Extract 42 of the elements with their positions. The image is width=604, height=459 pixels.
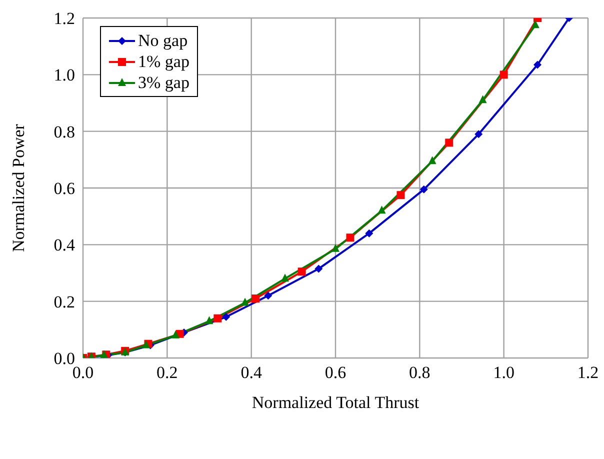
x-tick-label: 0.2 — [156, 363, 178, 382]
point — [378, 206, 386, 214]
point — [500, 70, 508, 79]
point — [222, 312, 230, 321]
point — [172, 330, 180, 338]
x-tick-label: 1.0 — [493, 363, 514, 382]
point — [365, 229, 374, 238]
point — [478, 95, 487, 104]
point — [474, 130, 483, 138]
y-tick-label: 0.6 — [54, 179, 75, 198]
point — [264, 292, 272, 300]
x-tick-label: 0.4 — [240, 363, 262, 382]
legend-label: 3% gap — [138, 72, 190, 93]
y-axis-title: Normalized Power — [9, 124, 28, 252]
legend-label: 1% gap — [138, 51, 190, 72]
point — [298, 268, 306, 276]
y-tick-label: 1.2 — [54, 9, 75, 28]
point — [534, 60, 542, 69]
point — [420, 185, 428, 194]
point — [332, 244, 340, 252]
x-tick-label: 0.6 — [324, 363, 346, 382]
y-tick-label: 0.0 — [54, 349, 75, 368]
point — [241, 298, 250, 306]
point — [314, 264, 323, 273]
point — [252, 294, 260, 302]
point — [214, 314, 222, 322]
point — [428, 156, 436, 164]
point — [281, 274, 289, 282]
point — [205, 316, 214, 324]
y-tick-label: 0.8 — [54, 122, 75, 142]
x-tick-label: 1.2 — [577, 363, 599, 382]
point — [531, 20, 540, 28]
x-axis-title: Normalized Total Thrust — [252, 393, 420, 412]
point — [396, 191, 405, 200]
x-tick-label: 0.8 — [409, 363, 430, 382]
point — [346, 234, 354, 242]
y-tick-label: 0.4 — [54, 236, 76, 255]
point — [445, 138, 454, 147]
legend-label: No gap — [138, 30, 188, 51]
y-tick-label: 1.0 — [54, 66, 75, 85]
y-tick-label: 0.2 — [54, 292, 75, 312]
x-tick-label: 0.0 — [72, 363, 94, 382]
